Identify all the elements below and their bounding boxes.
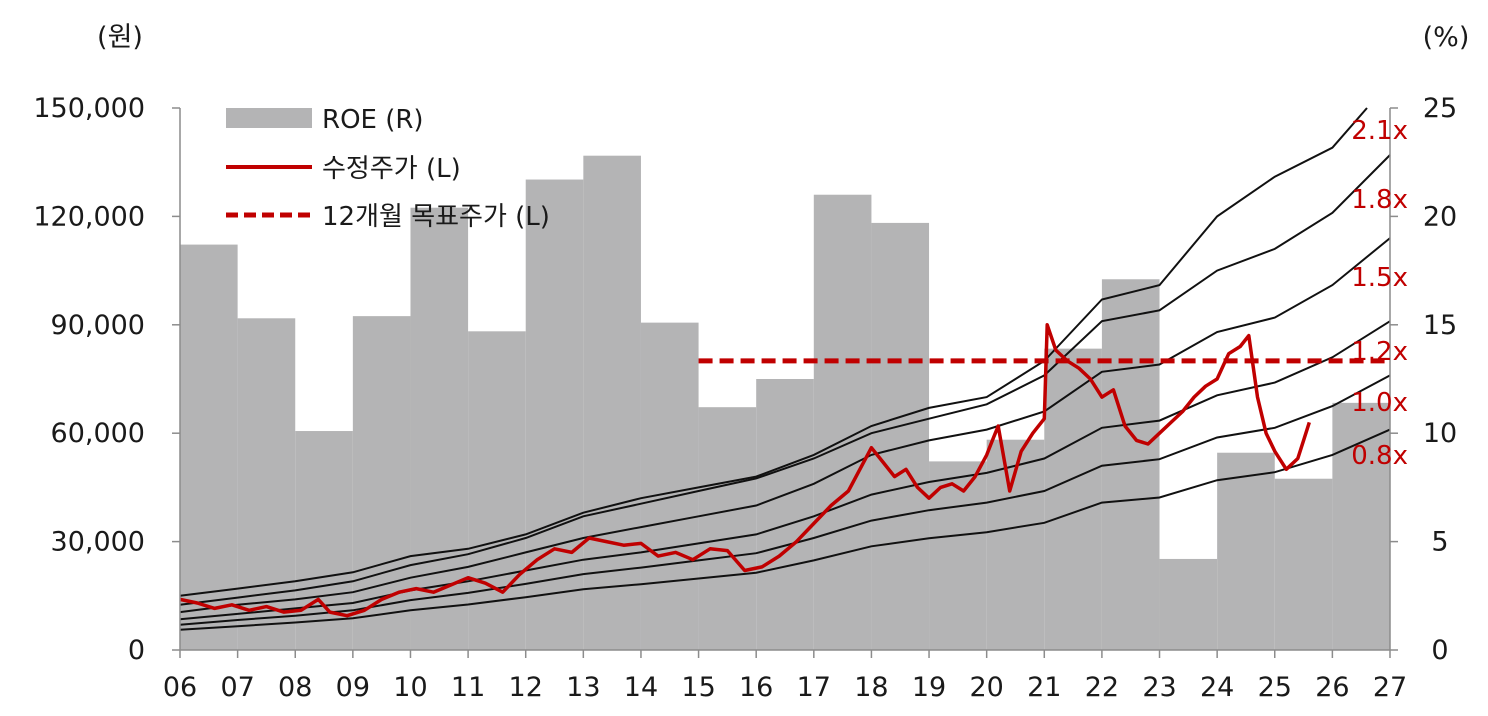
price-line (179, 323, 1311, 618)
band-line-0.8x (179, 428, 1391, 631)
x-tick-label: 08 (278, 672, 312, 703)
x-tick-label: 16 (739, 672, 773, 703)
roe-bar-2012 (525, 179, 584, 650)
band-line-1.0x (179, 374, 1391, 626)
right-tick-label: 15 (1423, 310, 1457, 341)
x-tick-label: 06 (163, 672, 197, 703)
right-tick-label: 10 (1423, 418, 1457, 449)
x-tick-label: 24 (1200, 672, 1234, 703)
x-tick-label: 17 (797, 672, 831, 703)
right-axis-ticks: 0 5 10 15 20 25 (1390, 93, 1457, 666)
roe-bars (180, 155, 1390, 651)
x-tick-label: 23 (1142, 672, 1176, 703)
x-tick-label: 22 (1085, 672, 1119, 703)
right-tick-label: 0 (1431, 635, 1448, 666)
x-tick-label: 19 (912, 672, 946, 703)
left-tick-label: 120,000 (33, 201, 145, 232)
band-line-2.1x (179, 107, 1368, 597)
x-tick-label: 20 (969, 672, 1003, 703)
x-tick-label: 27 (1373, 672, 1407, 703)
band-label-0.8x: 0.8x (1351, 441, 1408, 471)
legend: ROE (R) 수정주가 (L) 12개월 목표주가 (L) (226, 105, 550, 232)
band-line-1.8x (179, 154, 1391, 606)
band-label-1.8x: 1.8x (1351, 185, 1408, 215)
x-tick-label: 26 (1315, 672, 1349, 703)
band-label-2.1x: 2.1x (1351, 116, 1408, 146)
roe-bar-2026 (1332, 402, 1390, 650)
roe-bar-2013 (583, 155, 641, 651)
x-axis-ticks: 06 07 08 09 10 11 12 13 14 15 16 17 18 19 20 21 22 23 24 25… (163, 650, 1407, 703)
x-tick-label: 10 (393, 672, 427, 703)
band-label-1.5x: 1.5x (1351, 263, 1408, 293)
roe-bar-2008 (295, 431, 353, 650)
left-tick-label: 90,000 (51, 310, 145, 341)
roe-bar-2016 (756, 379, 814, 650)
roe-bar-2025 (1274, 478, 1333, 650)
x-tick-label: 12 (509, 672, 543, 703)
roe-bar-2021 (1044, 348, 1102, 650)
left-tick-label: 0 (128, 635, 145, 666)
x-tick-label: 09 (336, 672, 370, 703)
left-axis-ticks: 0 30,000 60,000 90,000 120,000 150,000 (33, 93, 180, 666)
roe-bar-2017 (813, 194, 872, 650)
band-lines (179, 107, 1391, 631)
x-tick-label: 07 (220, 672, 254, 703)
right-axis-unit: (%) (1423, 22, 1470, 53)
left-tick-label: 60,000 (51, 418, 145, 449)
right-tick-label: 5 (1431, 527, 1448, 558)
x-tick-label: 25 (1258, 672, 1292, 703)
band-line-1.5x (179, 237, 1391, 614)
legend-roe-swatch (226, 108, 312, 128)
roe-bar-2014 (640, 322, 699, 650)
roe-bar-2011 (468, 331, 526, 650)
roe-bar-2009 (352, 316, 411, 650)
roe-bar-2015 (698, 407, 757, 650)
roe-bar-2006 (180, 244, 238, 651)
axes (179, 108, 1391, 651)
left-axis-unit: (원) (97, 22, 143, 53)
x-tick-label: 21 (1027, 672, 1061, 703)
left-tick-label: 30,000 (51, 527, 145, 558)
left-tick-label: 150,000 (33, 93, 145, 124)
roe-bar-2023 (1159, 558, 1218, 650)
x-tick-label: 14 (624, 672, 658, 703)
x-tick-label: 13 (566, 672, 600, 703)
right-tick-label: 25 (1423, 93, 1457, 124)
roe-bar-2019 (929, 461, 987, 650)
x-tick-label: 11 (451, 672, 485, 703)
x-tick-label: 15 (681, 672, 715, 703)
legend-target-label: 12개월 목표주가 (L) (322, 202, 550, 232)
band-label-1.2x: 1.2x (1351, 337, 1408, 367)
legend-price-label: 수정주가 (L) (322, 154, 461, 184)
band-labels: 2.1x 1.8x 1.5x 1.2x 1.0x 0.8x (1351, 116, 1408, 471)
right-tick-label: 20 (1423, 201, 1457, 232)
x-tick-label: 18 (854, 672, 888, 703)
price-path (179, 323, 1311, 618)
band-label-1.0x: 1.0x (1351, 388, 1408, 418)
legend-roe-label: ROE (R) (322, 105, 424, 135)
roe-bar-2018 (871, 222, 930, 651)
roe-bar-2024 (1217, 452, 1275, 650)
band-line-1.2x (179, 320, 1391, 621)
